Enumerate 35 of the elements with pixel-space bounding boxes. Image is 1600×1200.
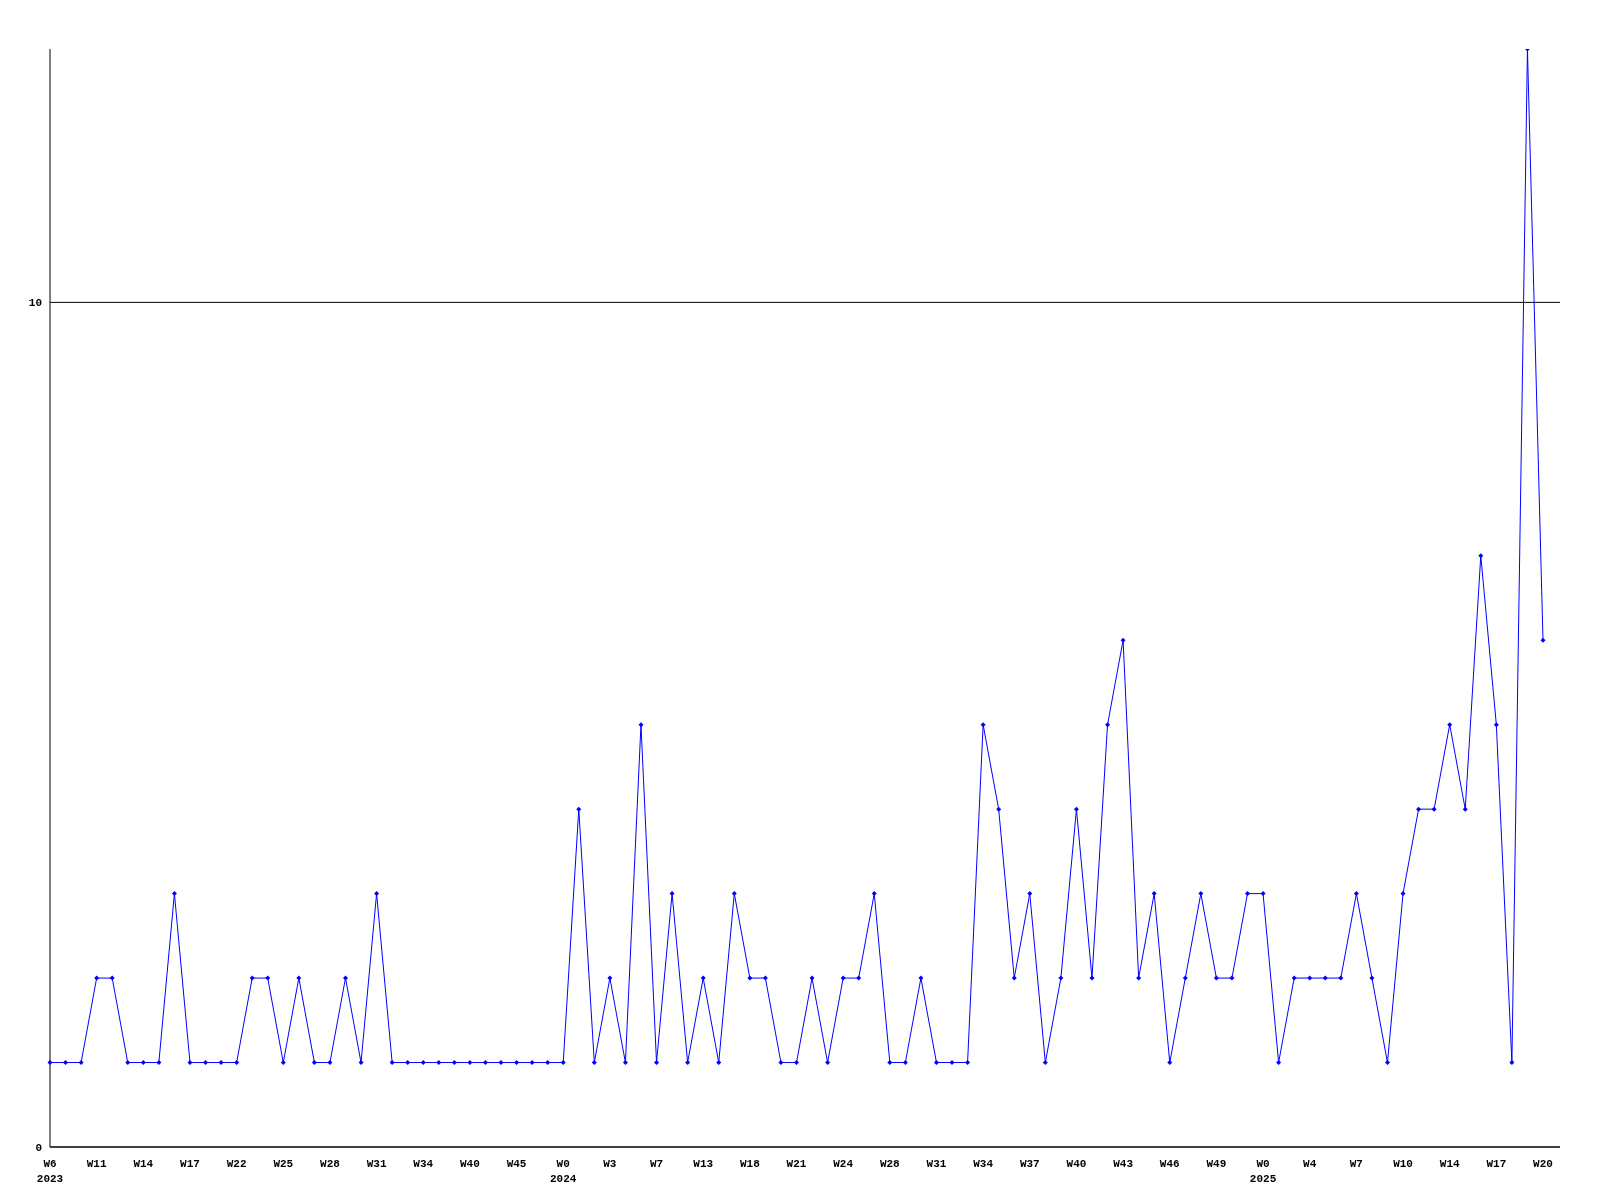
x-tick-label: W21 [786,1158,807,1170]
x-tick-label: W0 2024 [550,1158,577,1185]
x-tick-label: W17 [180,1158,200,1170]
x-tick-label: W14 [133,1158,154,1170]
x-tick-label: W31 [366,1158,387,1170]
x-tick-label: W43 [1113,1158,1134,1170]
x-tick-label: W25 [273,1158,294,1170]
x-tick-label: W34 [413,1158,434,1170]
y-tick-label: 10 [28,297,42,310]
x-tick-label: W40 [1066,1158,1087,1170]
x-tick-label: W3 [603,1158,617,1170]
x-tick-label: W20 [1533,1158,1553,1170]
x-tick-label: W14 [1439,1158,1460,1170]
x-tick-label: W18 [739,1158,761,1170]
x-tick-label: W0 2025 [1249,1158,1277,1185]
x-tick-label: W28 [879,1158,901,1170]
x-tick-label: W10 [1393,1158,1413,1170]
x-tick-label: W7 [649,1158,664,1170]
x-tick-label: W28 [320,1158,341,1170]
x-tick-label: W40 [460,1158,480,1170]
x-tick-label: W7 [1349,1158,1363,1170]
x-tick-label: W11 [86,1158,107,1170]
x-tick-label: W34 [973,1158,994,1170]
x-tick-label: W17 [1486,1158,1507,1170]
x-tick-label: W24 [833,1158,854,1170]
x-tick-label: W4 [1303,1158,1317,1170]
x-tick-label: W6 2023 [36,1158,64,1185]
x-tick-label: W45 [506,1158,527,1170]
x-tick-label: W31 [926,1158,947,1170]
x-tick-label: W22 [226,1158,247,1170]
x-tick-label: W37 [1019,1158,1040,1170]
x-tick-label: W49 [1206,1158,1227,1170]
x-tick-label: W13 [693,1158,714,1170]
x-tick-label: W46 [1159,1158,1180,1170]
y-tick-label: 0 [35,1141,42,1154]
